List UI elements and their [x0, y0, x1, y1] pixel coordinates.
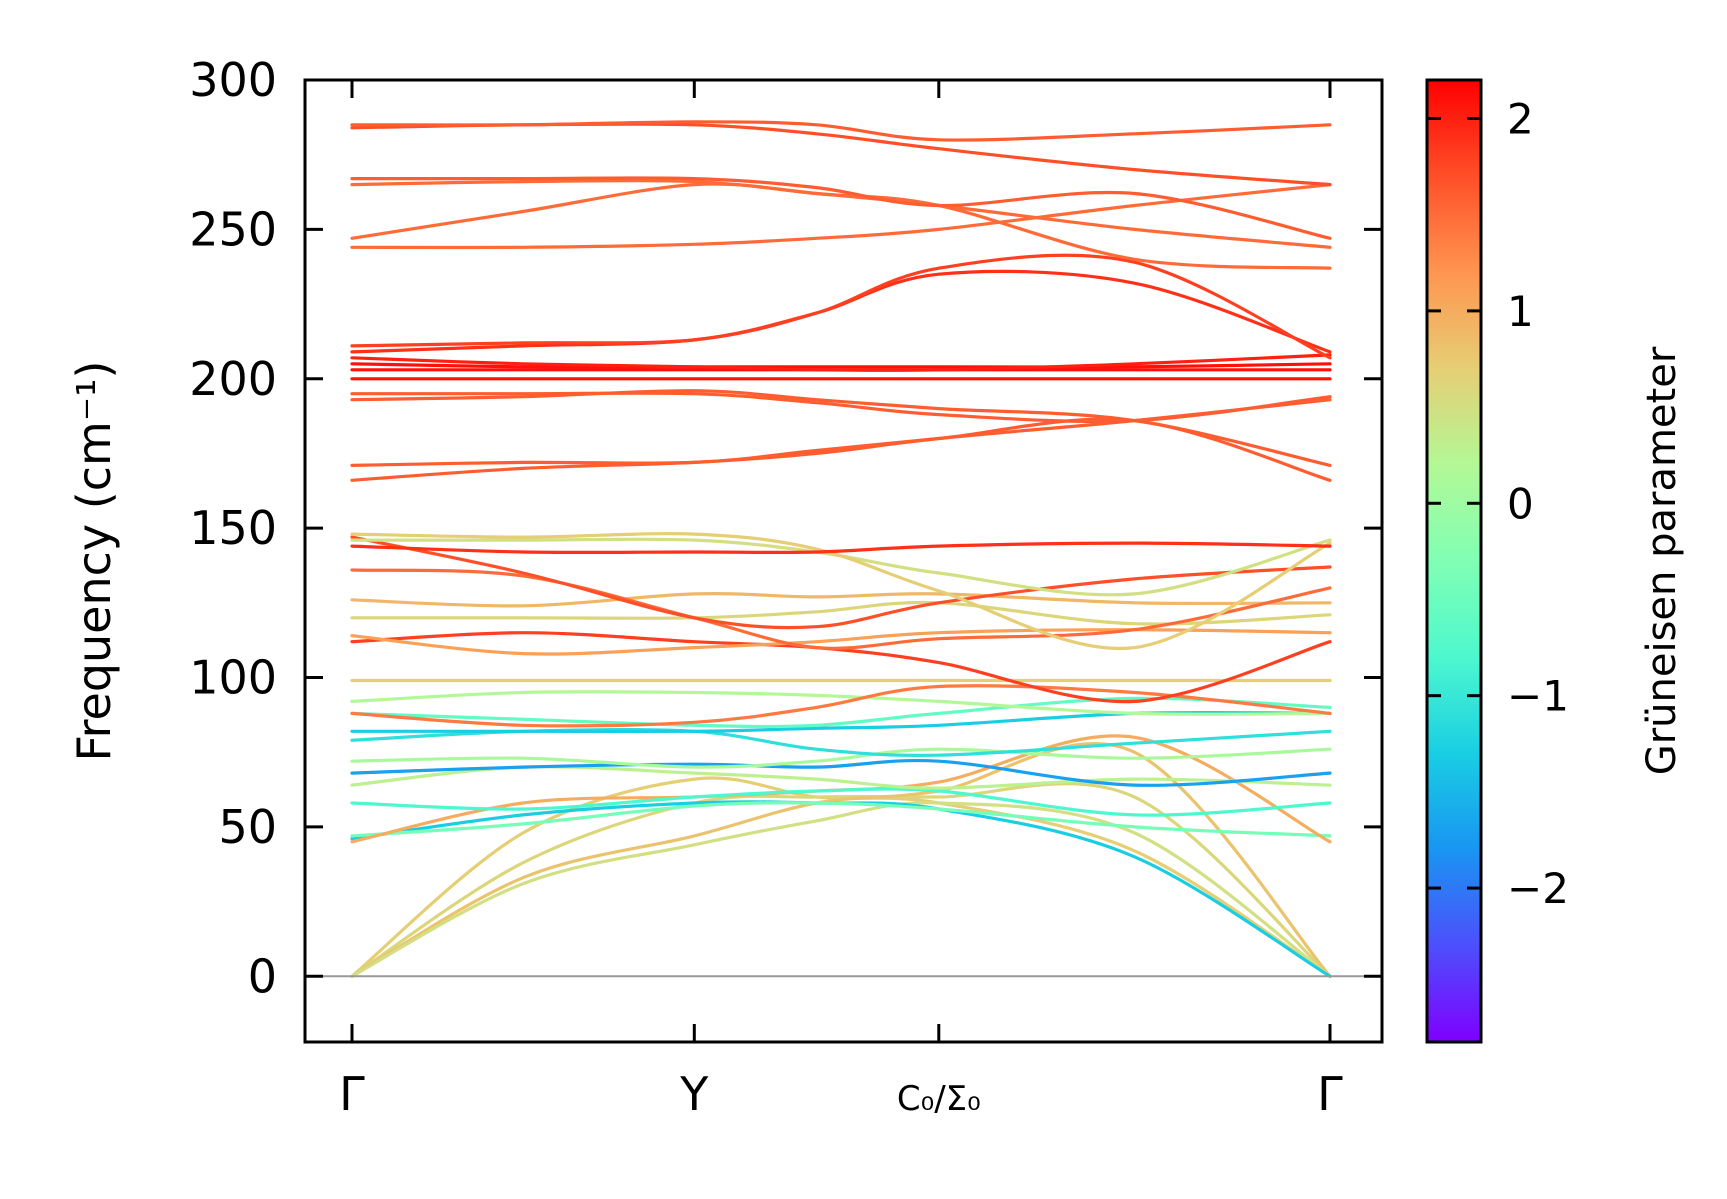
band-o16	[350, 600, 1332, 626]
band-o10	[350, 696, 1332, 729]
y-tick-labels: 0 50 100 150 200 250 300	[189, 53, 277, 1003]
band-ac3	[350, 741, 1332, 978]
colorbar-tick-label: −2	[1507, 864, 1569, 913]
band-o17	[350, 592, 1332, 608]
y-axis-title: Frequency (cm⁻¹)	[67, 361, 121, 762]
band-o19	[350, 535, 1332, 630]
kpoint-label-y: Y	[679, 1067, 709, 1121]
band-o18	[350, 568, 1332, 650]
colorbar-title: Grüneisen parameter	[1639, 346, 1685, 775]
band-o4	[350, 787, 1332, 817]
colorbar-tick-label: 0	[1507, 479, 1534, 528]
colorbar-ticks	[1427, 116, 1481, 890]
y-tick-label: 300	[189, 53, 277, 107]
band-o14	[350, 631, 1332, 704]
plot-frame	[303, 78, 1384, 1044]
y-tick-label: 50	[218, 800, 277, 854]
colorbar-tick-labels: 2 1 0 −1 −2	[1507, 94, 1569, 913]
x-kpoint-labels: Γ Y C₀/Σ₀ Γ	[339, 1067, 1343, 1121]
band-ta	[350, 801, 1332, 978]
y-tick-label: 150	[189, 501, 277, 555]
y-tick-label: 0	[248, 949, 277, 1003]
band-o29	[350, 362, 1332, 369]
band-o30	[350, 353, 1332, 372]
colorbar	[1425, 78, 1483, 1044]
band-o7	[350, 747, 1332, 769]
band-o25	[350, 389, 1332, 467]
band-o35	[350, 178, 1332, 270]
kpoint-label-c0-sigma0: C₀/Σ₀	[897, 1079, 981, 1119]
band-o22	[350, 541, 1332, 555]
band-o31	[350, 269, 1332, 354]
band-o6	[350, 758, 1332, 787]
band-o2	[350, 801, 1332, 838]
axis-ticks	[305, 78, 1382, 1042]
y-tick-label: 200	[189, 352, 277, 406]
band-o26	[350, 391, 1332, 424]
band-o12	[350, 684, 1332, 728]
colorbar-tick-label: 2	[1507, 94, 1534, 143]
band-o23	[350, 398, 1332, 482]
band-o32	[350, 253, 1332, 360]
colorbar-tick-label: 1	[1507, 287, 1534, 336]
kpoint-label-gamma-end: Γ	[1317, 1067, 1343, 1121]
band-o33	[350, 183, 1332, 250]
band-ac2	[350, 782, 1332, 978]
colorbar-tick-label: −1	[1507, 672, 1569, 721]
band-o11	[350, 690, 1332, 716]
y-tick-label: 250	[189, 202, 277, 256]
band-o38	[350, 120, 1332, 142]
band-o36	[350, 176, 1332, 240]
kpoint-label-gamma-start: Γ	[339, 1067, 365, 1121]
band-lines	[350, 120, 1332, 978]
y-tick-label: 100	[189, 651, 277, 705]
